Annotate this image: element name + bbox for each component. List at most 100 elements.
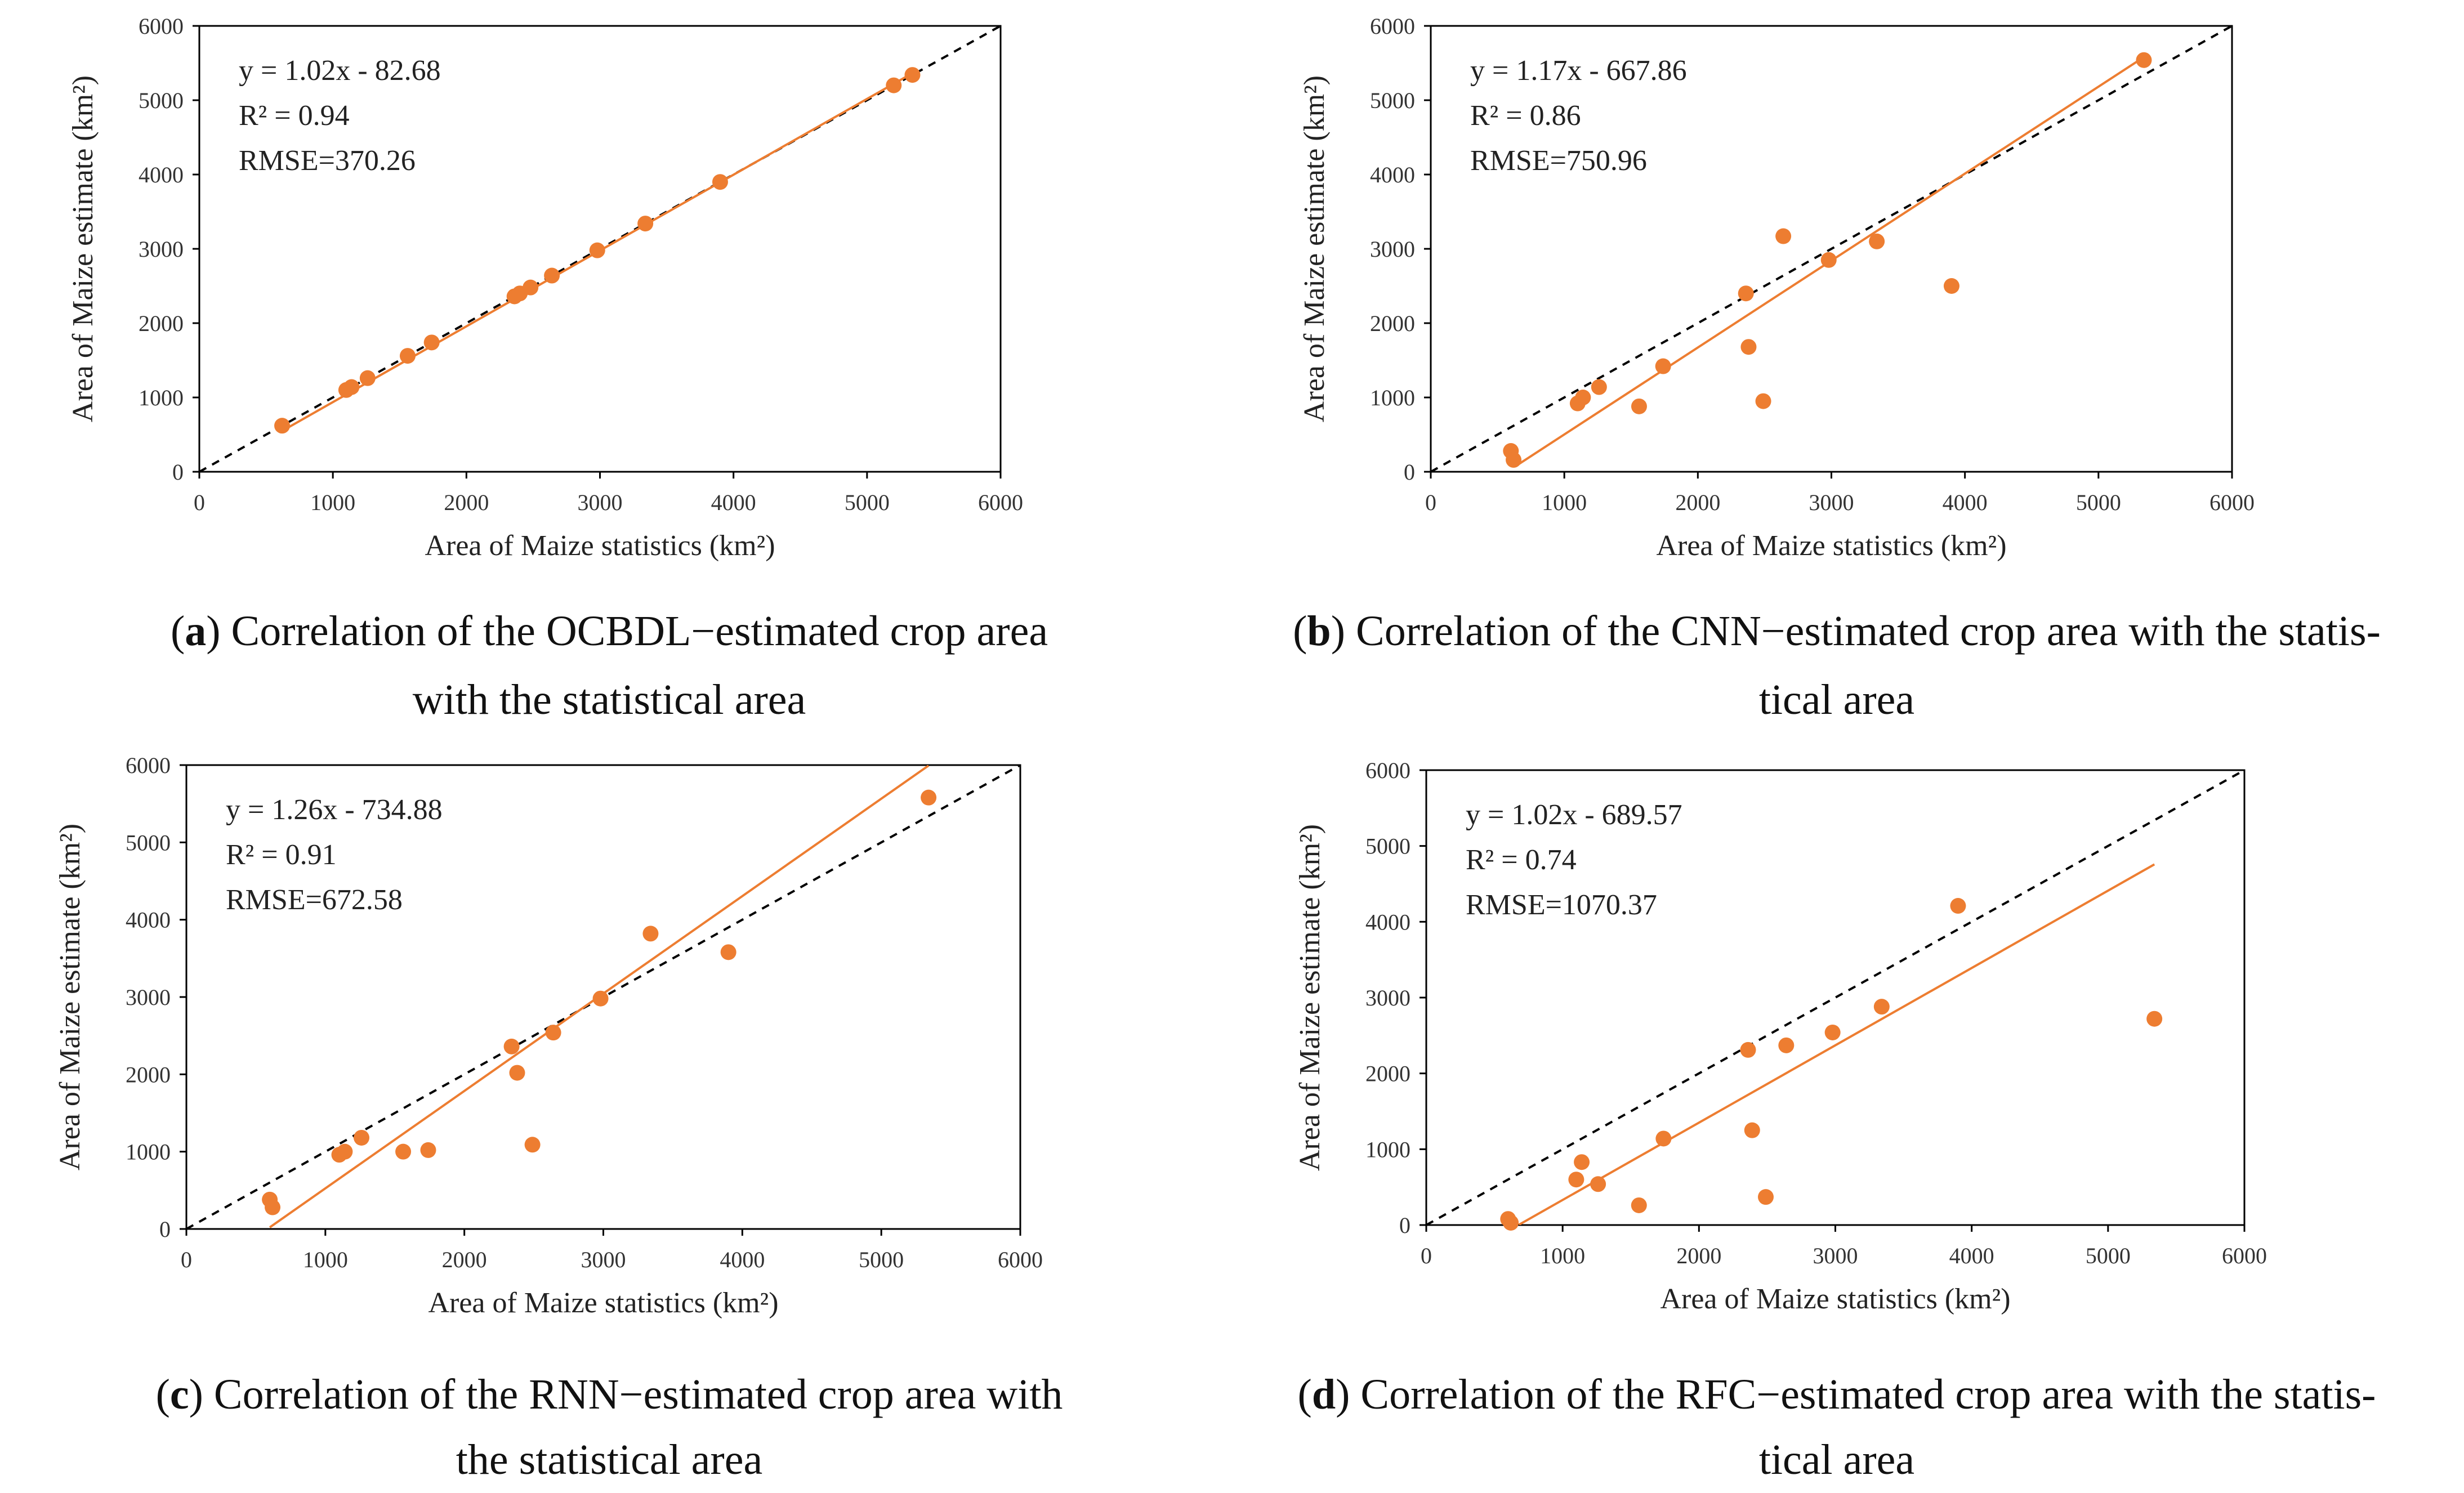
y-tick-label: 3000 bbox=[139, 236, 184, 262]
y-tick-label: 2000 bbox=[1365, 1061, 1410, 1087]
x-tick-label: 1000 bbox=[1542, 490, 1587, 515]
x-tick-label: 4000 bbox=[1949, 1243, 1994, 1268]
x-tick-label: 1000 bbox=[1540, 1243, 1585, 1268]
caption-text: ) Correlation of the CNN−estimated crop … bbox=[1331, 607, 2381, 655]
x-tick-label: 6000 bbox=[978, 490, 1023, 515]
data-point bbox=[1575, 390, 1591, 405]
chart-panel-c: 0 1000 2000 3000 4000 5000 6000 0 1000 2000 3000 40… bbox=[54, 753, 1063, 1483]
regression-stat-3: RMSE=370.26 bbox=[239, 145, 416, 177]
y-axis-title: Area of Maize estimate (km²) bbox=[54, 824, 86, 1170]
data-point bbox=[886, 77, 902, 93]
caption-text: ) Correlation of the OCBDL−estimated cro… bbox=[206, 607, 1048, 655]
y-tick-label: 5000 bbox=[1365, 834, 1410, 859]
y-tick-label: 0 bbox=[1399, 1213, 1410, 1238]
x-tick-label: 4000 bbox=[711, 490, 756, 515]
y-tick-label: 6000 bbox=[1365, 758, 1410, 783]
data-point bbox=[265, 1199, 281, 1215]
y-tick-label: 5000 bbox=[139, 88, 184, 113]
data-point bbox=[2136, 52, 2152, 68]
x-tick-label: 6000 bbox=[2209, 490, 2255, 515]
data-point bbox=[1820, 252, 1837, 268]
y-tick-label: 3000 bbox=[126, 985, 171, 1010]
data-point bbox=[359, 370, 376, 386]
x-axis-title: Area of Maize statistics (km²) bbox=[1660, 1283, 2010, 1315]
regression-stat-2: R² = 0.74 bbox=[1466, 844, 1577, 876]
y-tick-label: 0 bbox=[1404, 459, 1415, 485]
y-tick-label: 4000 bbox=[1365, 909, 1410, 935]
x-tick-label: 0 bbox=[181, 1247, 192, 1272]
x-tick-label: 0 bbox=[194, 490, 205, 515]
caption-letter: b bbox=[1307, 607, 1331, 655]
regression-stat-3: RMSE=1070.37 bbox=[1466, 889, 1657, 921]
data-point bbox=[637, 216, 654, 232]
y-tick-label: 6000 bbox=[139, 14, 184, 39]
y-tick-label: 4000 bbox=[139, 162, 184, 187]
y-axis-title: Area of Maize estimate (km²) bbox=[67, 75, 99, 422]
data-point bbox=[642, 926, 659, 942]
x-axis-title: Area of Maize statistics (km²) bbox=[1656, 530, 2006, 562]
data-point bbox=[1740, 1041, 1756, 1058]
y-tick-label: 0 bbox=[159, 1217, 171, 1242]
data-point bbox=[420, 1142, 436, 1158]
x-tick-label: 3000 bbox=[578, 490, 623, 515]
caption-line-2: tical area bbox=[1759, 676, 1914, 723]
x-tick-label: 0 bbox=[1421, 1243, 1432, 1268]
caption-line-2: the statistical area bbox=[456, 1436, 762, 1483]
data-point bbox=[274, 418, 291, 434]
data-point bbox=[523, 279, 539, 296]
caption-line-2: tical area bbox=[1759, 1436, 1914, 1483]
data-point bbox=[503, 1038, 520, 1054]
x-tick-label: 1000 bbox=[310, 490, 355, 515]
x-tick-label: 1000 bbox=[303, 1247, 348, 1272]
data-point bbox=[1503, 1214, 1519, 1231]
y-tick-label: 0 bbox=[172, 459, 184, 485]
data-point bbox=[904, 67, 921, 83]
x-tick-label: 3000 bbox=[581, 1247, 626, 1272]
caption-line-1: (a) Correlation of the OCBDL−estimated c… bbox=[171, 607, 1048, 655]
data-point bbox=[1591, 379, 1607, 395]
x-tick-label: 4000 bbox=[720, 1247, 765, 1272]
y-tick-label: 3000 bbox=[1370, 236, 1415, 262]
data-point bbox=[395, 1143, 412, 1160]
data-point bbox=[544, 267, 560, 284]
y-tick-label: 2000 bbox=[139, 311, 184, 336]
x-tick-label: 0 bbox=[1425, 490, 1436, 515]
data-point bbox=[1574, 1154, 1590, 1170]
regression-stat-2: R² = 0.91 bbox=[226, 839, 337, 871]
y-tick-label: 4000 bbox=[126, 908, 171, 933]
data-point bbox=[712, 174, 728, 190]
data-point bbox=[1873, 999, 1890, 1015]
x-tick-label: 2000 bbox=[442, 1247, 487, 1272]
regression-stat-1: y = 1.17x - 667.86 bbox=[1470, 55, 1687, 87]
data-point bbox=[1943, 278, 1959, 294]
caption-line-1: (d) Correlation of the RFC−estimated cro… bbox=[1298, 1371, 2376, 1418]
x-tick-label: 5000 bbox=[2076, 490, 2121, 515]
data-point bbox=[1950, 898, 1966, 914]
x-tick-label: 5000 bbox=[845, 490, 890, 515]
regression-stat-2: R² = 0.86 bbox=[1470, 100, 1581, 132]
y-tick-label: 1000 bbox=[126, 1139, 171, 1165]
caption-line-1: (b) Correlation of the CNN−estimated cro… bbox=[1293, 607, 2381, 655]
x-axis-title: Area of Maize statistics (km²) bbox=[425, 530, 775, 562]
y-tick-label: 4000 bbox=[1370, 162, 1415, 187]
data-point bbox=[1755, 393, 1771, 409]
data-point bbox=[1869, 233, 1885, 249]
data-point bbox=[343, 379, 360, 395]
x-tick-label: 6000 bbox=[998, 1247, 1043, 1272]
caption-paren: ( bbox=[1298, 1371, 1312, 1418]
data-point bbox=[1655, 1130, 1672, 1147]
x-axis-title: Area of Maize statistics (km²) bbox=[428, 1287, 778, 1319]
y-axis-title: Area of Maize estimate (km²) bbox=[1294, 824, 1326, 1171]
caption-letter: d bbox=[1312, 1371, 1336, 1418]
y-tick-label: 5000 bbox=[126, 830, 171, 855]
data-point bbox=[589, 242, 605, 258]
x-tick-label: 5000 bbox=[2086, 1243, 2131, 1268]
data-point bbox=[1778, 1037, 1795, 1053]
chart-panel-b: 0 1000 2000 3000 4000 5000 6000 0 1000 2000 3000 40… bbox=[1293, 14, 2381, 723]
data-point bbox=[399, 348, 416, 364]
identity-line bbox=[1431, 26, 2232, 472]
y-axis-title: Area of Maize estimate (km²) bbox=[1298, 75, 1331, 422]
data-point bbox=[1740, 339, 1757, 355]
data-point bbox=[1824, 1024, 1841, 1040]
data-point bbox=[423, 334, 440, 351]
